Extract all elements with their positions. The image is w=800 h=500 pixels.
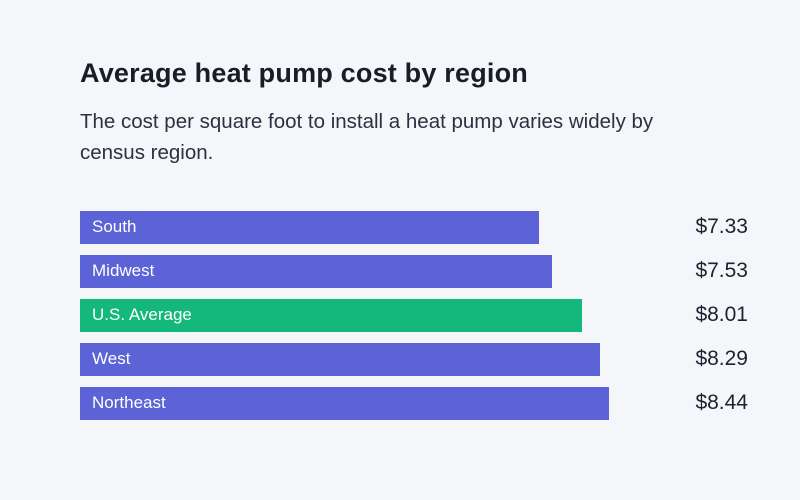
bar-south: South [80, 210, 540, 244]
bar-value: $8.29 [695, 347, 748, 370]
bar-label: U.S. Average [92, 305, 192, 324]
bar-label: South [92, 217, 137, 236]
bar-us-average: U.S. Average [80, 298, 583, 332]
bar-row-us-average: U.S. Average $8.01 [80, 298, 748, 332]
bar-chart: South $7.33 Midwest $7.53 U.S. Average $… [80, 210, 748, 420]
bar-row-west: West $8.29 [80, 342, 748, 376]
bar-row-south: South $7.33 [80, 210, 748, 244]
bar-row-midwest: Midwest $7.53 [80, 254, 748, 288]
chart-subtitle: The cost per square foot to install a he… [80, 110, 654, 164]
bar-value: $8.44 [695, 391, 748, 414]
bar-label: West [92, 349, 131, 368]
bar-value: $8.01 [695, 303, 748, 326]
bar-west: West [80, 342, 600, 376]
bar-label: Midwest [92, 261, 155, 280]
bar-northeast: Northeast [80, 386, 609, 420]
bar-row-northeast: Northeast $8.44 [80, 386, 748, 420]
bar-label: Northeast [92, 393, 166, 412]
bar-value: $7.33 [695, 215, 748, 238]
chart-title: Average heat pump cost by region [80, 58, 528, 88]
bar-value: $7.53 [695, 259, 748, 282]
bar-midwest: Midwest [80, 254, 552, 288]
